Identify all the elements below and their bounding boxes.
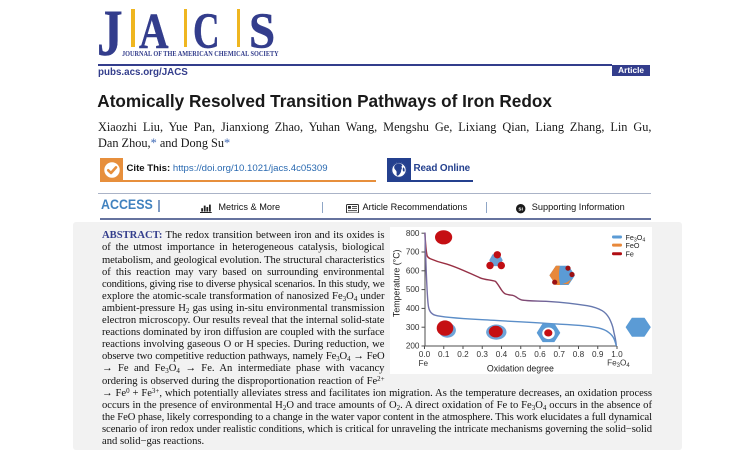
svg-text:0.3: 0.3 xyxy=(477,350,489,359)
svg-text:Fe3O4: Fe3O4 xyxy=(607,358,630,369)
svg-text:600: 600 xyxy=(406,266,420,275)
svg-text:0.8: 0.8 xyxy=(573,350,585,359)
svg-text:700: 700 xyxy=(406,247,420,256)
svg-text:Oxidation degree: Oxidation degree xyxy=(487,363,554,373)
svg-text:0.5: 0.5 xyxy=(515,350,527,359)
svg-text:0.0: 0.0 xyxy=(419,350,431,359)
svg-text:0.6: 0.6 xyxy=(534,350,546,359)
svg-text:300: 300 xyxy=(406,322,420,331)
svg-text:0.4: 0.4 xyxy=(496,350,508,359)
svg-text:0.2: 0.2 xyxy=(457,350,469,359)
svg-text:FeO: FeO xyxy=(626,241,640,250)
svg-text:sı: sı xyxy=(518,207,523,213)
svg-text:400: 400 xyxy=(406,304,420,313)
svg-text:Temperature (°C): Temperature (°C) xyxy=(392,249,402,317)
svg-text:0.9: 0.9 xyxy=(592,350,604,359)
svg-text:Fe3O4: Fe3O4 xyxy=(626,233,646,243)
svg-text:200: 200 xyxy=(406,341,420,350)
svg-text:0.7: 0.7 xyxy=(554,350,566,359)
svg-text:Fe: Fe xyxy=(626,249,634,258)
svg-text:1.0: 1.0 xyxy=(611,350,623,359)
svg-text:500: 500 xyxy=(406,285,420,294)
svg-text:0.1: 0.1 xyxy=(438,350,450,359)
svg-text:Fe: Fe xyxy=(419,359,429,368)
svg-text:800: 800 xyxy=(406,228,420,237)
